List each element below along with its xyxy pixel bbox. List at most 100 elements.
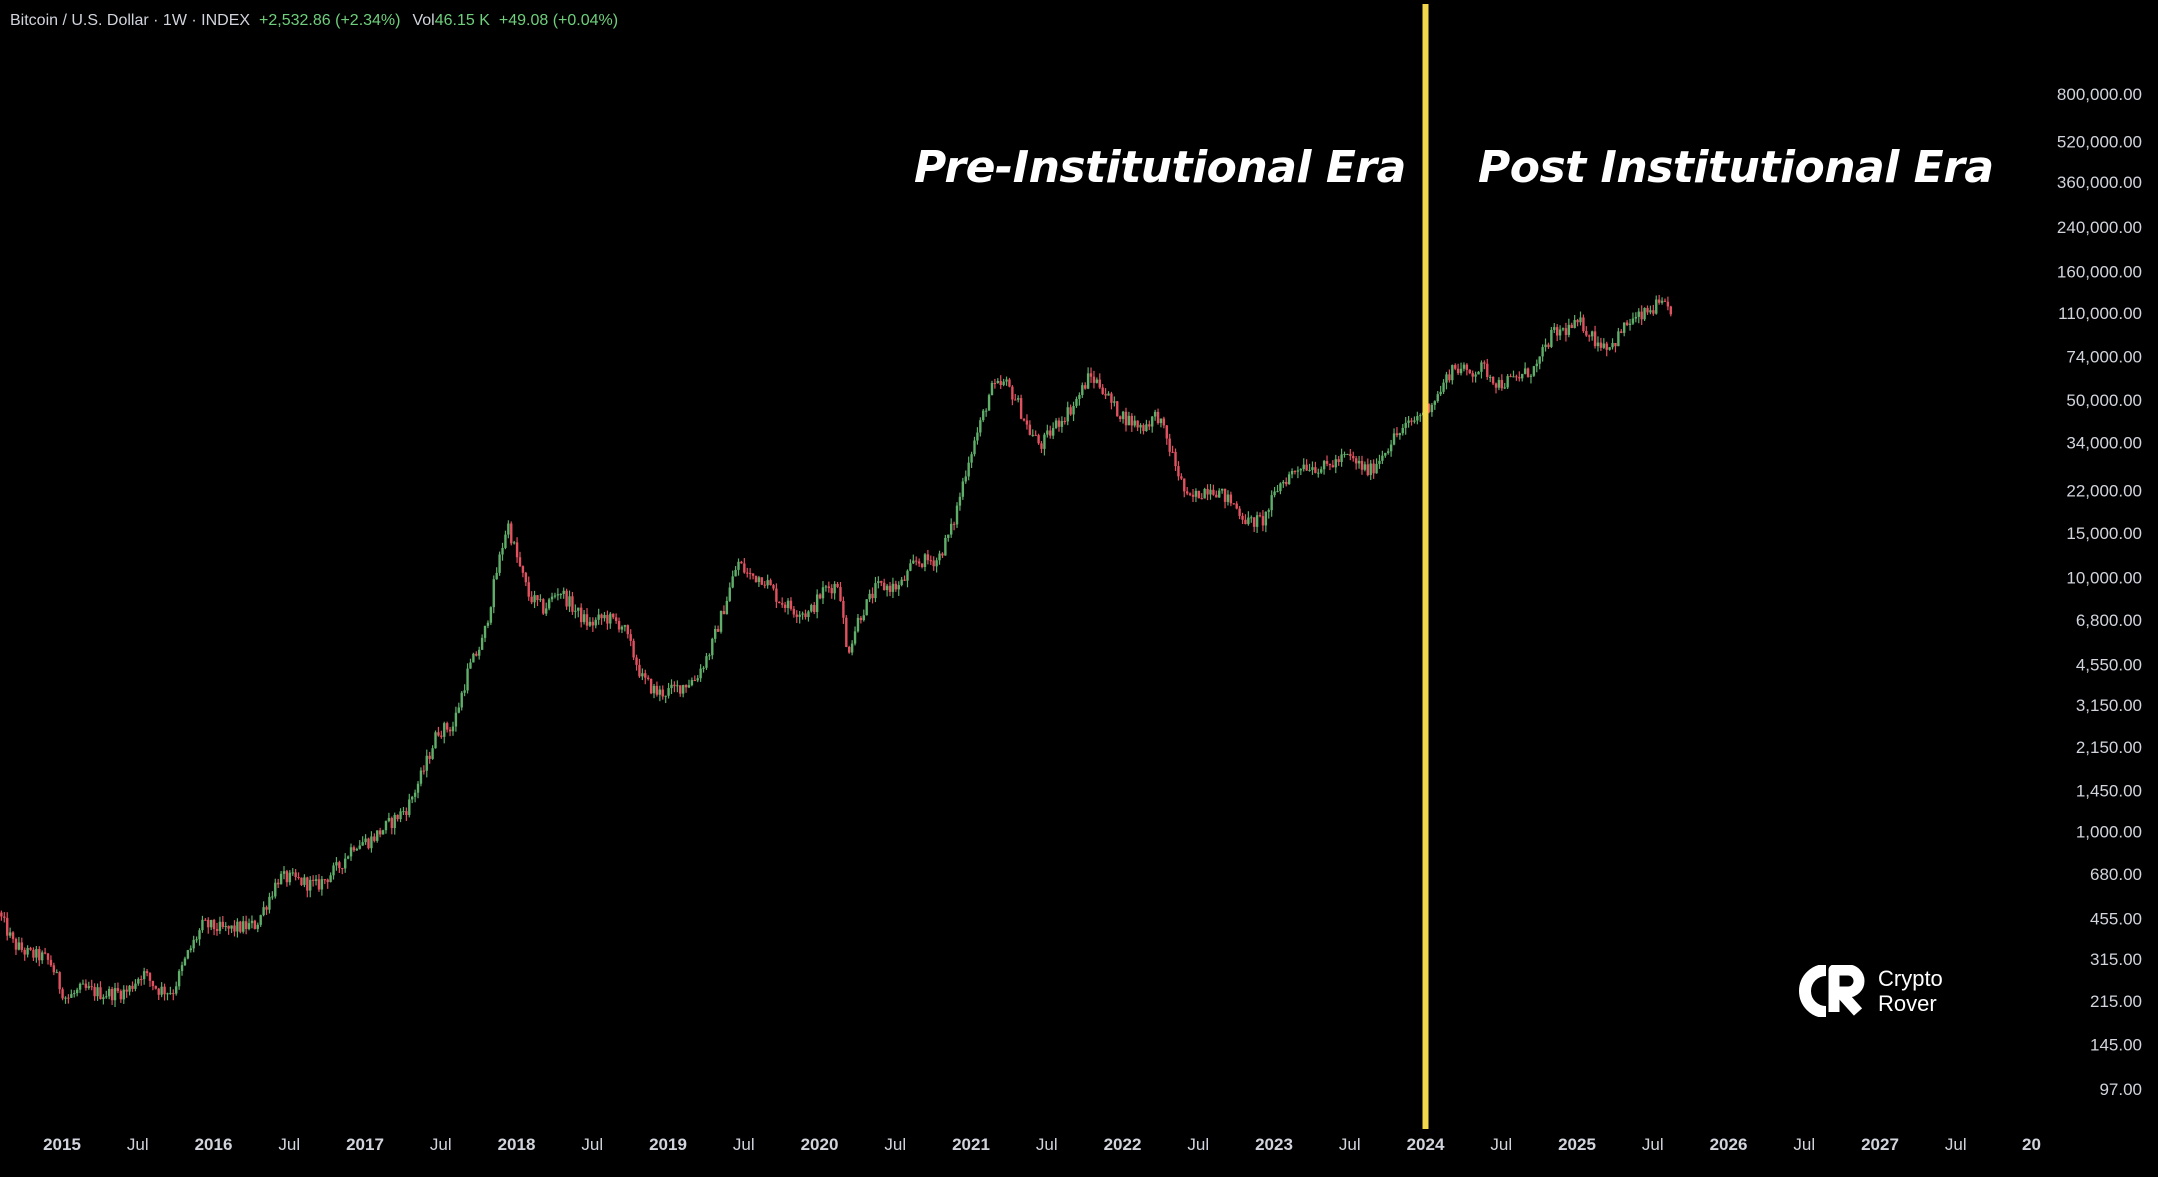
candle-body <box>1558 329 1562 336</box>
x-tick-label: Jul <box>1339 1135 1361 1154</box>
candle-body <box>1617 331 1620 347</box>
y-tick-label: 34,000.00 <box>2066 434 2142 453</box>
x-tick-label: Jul <box>1793 1135 1815 1154</box>
candle-body <box>64 997 67 999</box>
candle-body <box>813 605 816 613</box>
candle-body <box>70 994 73 998</box>
candle <box>970 451 973 468</box>
candle <box>1570 322 1573 329</box>
candle-body <box>186 950 190 959</box>
candle <box>964 470 967 484</box>
candle-body <box>512 542 516 544</box>
candle-body <box>1622 322 1626 333</box>
candle <box>1133 415 1136 428</box>
candle <box>1311 461 1314 475</box>
candle <box>1631 312 1635 325</box>
candle <box>32 947 35 961</box>
candle <box>676 680 679 693</box>
candle-body <box>1069 407 1072 415</box>
candle-body <box>480 637 484 650</box>
candle <box>1669 305 1673 317</box>
candle-body <box>961 481 965 497</box>
candle <box>1066 401 1069 426</box>
candle-body <box>1439 391 1442 395</box>
candle <box>1226 490 1230 506</box>
candle <box>722 605 726 615</box>
candle-body <box>935 560 938 567</box>
candle <box>693 675 697 682</box>
candle-body <box>1145 424 1148 432</box>
candle <box>233 920 236 937</box>
candle <box>460 691 463 711</box>
y-tick-label: 215.00 <box>2090 992 2142 1011</box>
candle <box>201 915 204 933</box>
candle <box>897 581 900 596</box>
y-axis: 800,000.00 520,000.00 360,000.00 240,000.00… <box>2057 85 2142 1099</box>
logo-line-1: Crypto <box>1878 966 1943 991</box>
candle-body <box>288 872 292 883</box>
era-divider-line[interactable] <box>1422 4 1429 1129</box>
candle-body <box>740 561 743 564</box>
candle <box>833 581 836 600</box>
candle-body <box>1655 299 1658 314</box>
candle <box>993 378 997 389</box>
candle <box>40 950 44 964</box>
x-tick-label: 20 <box>2022 1135 2041 1154</box>
candle-body <box>1666 301 1670 307</box>
candle <box>1410 417 1413 426</box>
candle-body <box>1436 394 1439 402</box>
candle-body <box>530 596 533 603</box>
candle-body <box>614 617 618 622</box>
candle-body <box>810 605 813 612</box>
candle <box>256 922 259 933</box>
candle-body <box>848 646 851 653</box>
candle <box>177 969 181 990</box>
candle <box>582 609 586 625</box>
candle <box>1046 424 1049 438</box>
candle <box>658 685 662 702</box>
candle-body <box>856 617 860 632</box>
candle <box>705 652 708 670</box>
candle <box>836 581 839 589</box>
candle-body <box>96 987 99 997</box>
candle-body <box>1075 399 1078 406</box>
candle <box>1016 395 1020 403</box>
candle-body <box>387 818 391 822</box>
candle-body <box>1456 368 1460 374</box>
candle-body <box>309 879 312 891</box>
candle <box>1124 407 1128 432</box>
candle-body <box>915 560 918 562</box>
logo-line-2: Rover <box>1878 991 1937 1016</box>
candle-body <box>1247 517 1250 525</box>
candle-body <box>1223 488 1227 502</box>
candle-body <box>862 615 865 621</box>
candle-body <box>964 476 967 482</box>
candle-body <box>1512 376 1515 378</box>
x-tick-label: 2026 <box>1710 1135 1748 1154</box>
candle <box>853 626 857 646</box>
candle <box>553 592 557 599</box>
symbol-title[interactable]: Bitcoin / U.S. Dollar · 1W · INDEX <box>10 12 251 29</box>
candle <box>655 681 659 697</box>
candle-body <box>1407 420 1410 423</box>
candle-body <box>416 783 420 793</box>
candle-body <box>1293 470 1297 472</box>
candle <box>987 393 991 411</box>
candle-body <box>626 625 629 635</box>
candle-body <box>591 621 595 626</box>
candle-body <box>568 596 571 607</box>
candle <box>212 918 216 936</box>
candle <box>472 652 475 663</box>
candle-body <box>1529 375 1533 377</box>
candle-body <box>1357 460 1361 464</box>
candle <box>1567 318 1571 338</box>
candle-body <box>1451 365 1454 381</box>
candle-body <box>122 989 125 1000</box>
candle <box>1561 327 1565 332</box>
candle-body <box>1488 376 1492 378</box>
candle <box>912 554 915 564</box>
candle <box>1445 371 1448 390</box>
candle-body <box>748 572 752 574</box>
candle <box>230 925 233 934</box>
